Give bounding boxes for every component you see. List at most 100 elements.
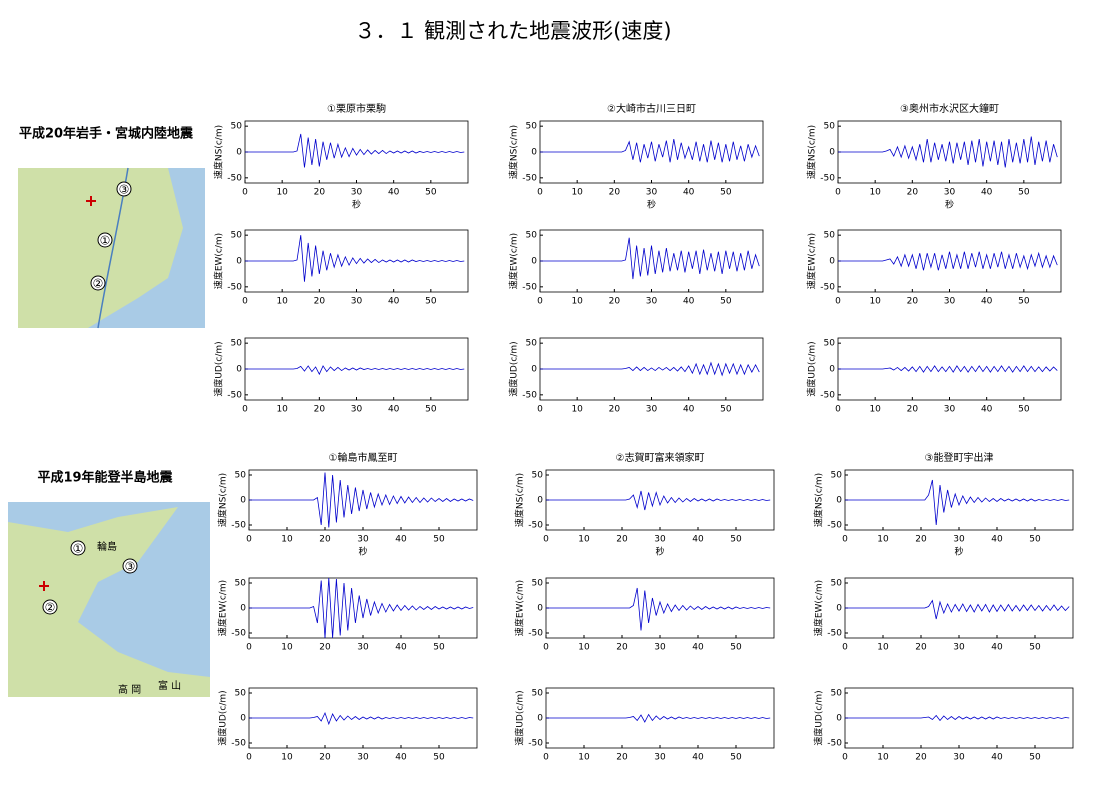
y-axis-label: 速度UD(c/m) xyxy=(813,690,825,745)
map-land xyxy=(18,168,183,328)
x-tick-label: 10 xyxy=(877,643,889,653)
y-tick-label: 0 xyxy=(537,604,543,614)
x-tick-label: 50 xyxy=(1029,753,1041,763)
x-tick-label: 20 xyxy=(319,643,331,653)
x-tick-label: 20 xyxy=(319,753,331,763)
place-name: 輪島 xyxy=(97,540,117,553)
waveform xyxy=(245,365,465,376)
y-tick-label: -50 xyxy=(820,390,835,400)
y-tick-label: 0 xyxy=(240,496,246,506)
waveform xyxy=(540,361,760,377)
x-tick-label: 30 xyxy=(654,535,666,545)
x-tick-label: 0 xyxy=(246,643,252,653)
x-tick-label: 50 xyxy=(1029,643,1041,653)
x-tick-label: 30 xyxy=(351,405,363,415)
x-tick-label: 0 xyxy=(537,188,543,198)
x-tick-label: 40 xyxy=(388,188,400,198)
page-title: ３．１ 観測された地震波形(速度) xyxy=(354,19,671,43)
y-tick-label: 0 xyxy=(531,148,537,158)
x-tick-label: 50 xyxy=(433,643,445,653)
x-axis-label: 秒 xyxy=(945,199,954,211)
x-tick-label: 40 xyxy=(991,643,1003,653)
x-tick-label: 0 xyxy=(242,297,248,307)
y-axis-label: 速度EW(c/m) xyxy=(217,580,229,636)
x-tick-label: 30 xyxy=(944,297,956,307)
map-land xyxy=(8,507,210,697)
y-tick-label: -50 xyxy=(522,390,537,400)
x-tick-label: 0 xyxy=(543,535,549,545)
x-tick-label: 0 xyxy=(537,405,543,415)
y-tick-label: -50 xyxy=(522,282,537,292)
x-tick-label: 30 xyxy=(944,405,956,415)
y-tick-label: -50 xyxy=(227,173,242,183)
y-axis-label: 速度EW(c/m) xyxy=(813,580,825,636)
y-tick-label: 50 xyxy=(231,231,243,241)
x-tick-label: 20 xyxy=(314,405,326,415)
station-marker xyxy=(122,558,138,574)
y-axis-label: 速度UD(c/m) xyxy=(508,341,520,396)
x-tick-label: 0 xyxy=(835,188,841,198)
y-axis-label: 速度EW(c/m) xyxy=(514,580,526,636)
x-tick-label: 0 xyxy=(246,535,252,545)
x-tick-label: 0 xyxy=(242,188,248,198)
x-tick-label: 50 xyxy=(720,297,732,307)
y-tick-label: -50 xyxy=(231,521,246,531)
x-tick-label: 20 xyxy=(609,297,621,307)
x-axis-label: 秒 xyxy=(647,199,656,211)
x-tick-label: 20 xyxy=(616,643,628,653)
x-tick-label: 40 xyxy=(692,643,704,653)
x-tick-label: 40 xyxy=(388,297,400,307)
waveform xyxy=(845,479,1070,526)
y-axis-label: 速度NS(c/m) xyxy=(217,473,229,527)
y-tick-label: 0 xyxy=(531,365,537,375)
y-tick-label: 0 xyxy=(236,148,242,158)
x-tick-label: 0 xyxy=(842,753,848,763)
y-tick-label: 50 xyxy=(235,471,247,481)
x-tick-label: 0 xyxy=(543,643,549,653)
y-axis-label: 速度UD(c/m) xyxy=(806,341,818,396)
x-tick-label: 50 xyxy=(425,188,437,198)
x-tick-label: 10 xyxy=(276,405,288,415)
x-tick-label: 10 xyxy=(571,188,583,198)
y-axis-label: 速度NS(c/m) xyxy=(813,473,825,527)
x-tick-label: 40 xyxy=(683,405,695,415)
x-tick-label: 10 xyxy=(877,535,889,545)
section-title: 平成20年岩手・宮城内陸地震 xyxy=(19,126,194,142)
y-tick-label: -50 xyxy=(827,629,842,639)
y-tick-label: 0 xyxy=(240,714,246,724)
x-tick-label: 30 xyxy=(357,643,369,653)
epicenter xyxy=(86,196,96,206)
y-axis-label: 速度UD(c/m) xyxy=(217,690,229,745)
station-name: ②志賀町富来領家町 xyxy=(616,451,705,464)
x-tick-label: 10 xyxy=(578,535,590,545)
station-name: ③奥州市水沢区大鐘町 xyxy=(900,102,999,115)
waveform xyxy=(245,133,465,168)
station-number: ① xyxy=(100,234,111,248)
y-axis-label: 速度EW(c/m) xyxy=(806,233,818,289)
x-tick-label: 50 xyxy=(720,405,732,415)
x-tick-label: 20 xyxy=(616,535,628,545)
station-number: ③ xyxy=(119,183,130,197)
x-tick-label: 40 xyxy=(991,535,1003,545)
x-tick-label: 40 xyxy=(395,753,407,763)
x-tick-label: 40 xyxy=(981,405,993,415)
x-tick-label: 30 xyxy=(953,753,965,763)
x-tick-label: 40 xyxy=(991,753,1003,763)
waveform xyxy=(845,714,1070,722)
y-tick-label: 0 xyxy=(531,257,537,267)
x-tick-label: 20 xyxy=(915,535,927,545)
y-tick-label: 50 xyxy=(532,579,544,589)
y-axis-label: 速度NS(c/m) xyxy=(213,125,225,179)
x-axis-label: 秒 xyxy=(954,546,963,558)
y-tick-label: -50 xyxy=(528,739,543,749)
x-tick-label: 40 xyxy=(395,643,407,653)
y-tick-label: 0 xyxy=(829,257,835,267)
y-tick-label: 50 xyxy=(235,689,247,699)
y-tick-label: -50 xyxy=(827,739,842,749)
station-name: ①栗原市栗駒 xyxy=(327,102,386,115)
waveform xyxy=(540,237,760,280)
x-tick-label: 30 xyxy=(953,535,965,545)
y-tick-label: 50 xyxy=(532,689,544,699)
x-tick-label: 0 xyxy=(246,753,252,763)
y-tick-label: 0 xyxy=(836,496,842,506)
